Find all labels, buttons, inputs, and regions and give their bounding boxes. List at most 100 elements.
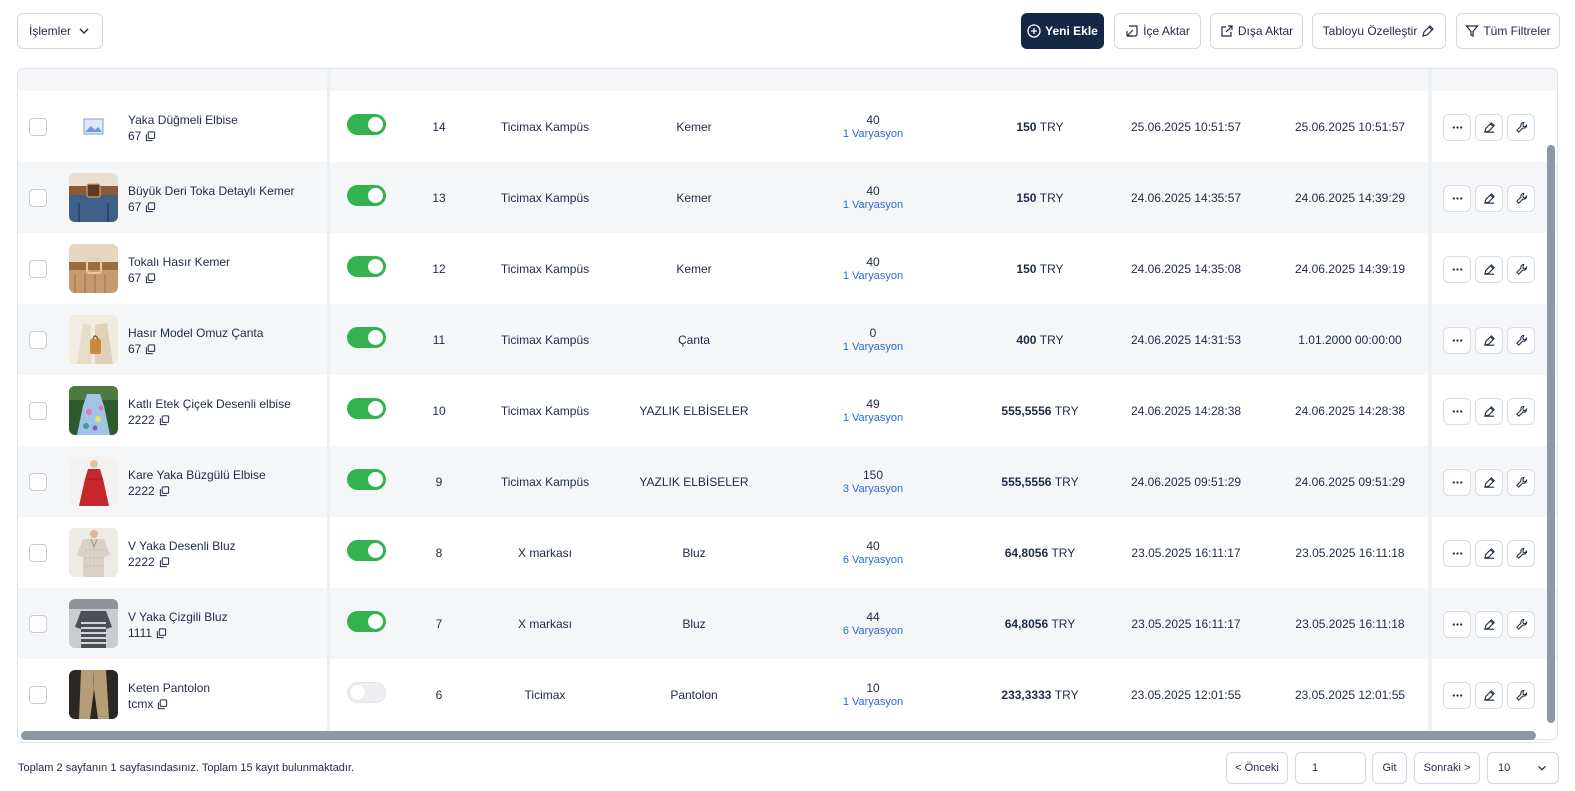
tools-button[interactable] <box>1507 682 1535 709</box>
row-checkbox[interactable] <box>29 331 47 349</box>
variant-link[interactable]: 1 Varyasyon <box>842 340 904 353</box>
row-checkbox[interactable] <box>29 118 47 136</box>
status-toggle[interactable] <box>347 398 386 419</box>
edit-button[interactable] <box>1475 682 1503 709</box>
more-options-button[interactable] <box>1443 469 1471 496</box>
stock-value: 0 <box>869 325 877 340</box>
page-number-input[interactable] <box>1295 752 1366 784</box>
copy-icon[interactable] <box>145 130 156 142</box>
tools-button[interactable] <box>1507 185 1535 212</box>
tools-button[interactable] <box>1507 540 1535 567</box>
previous-page-button[interactable]: < Önceki <box>1226 752 1288 784</box>
row-checkbox[interactable] <box>29 189 47 207</box>
more-options-button[interactable] <box>1443 256 1471 283</box>
tools-button[interactable] <box>1507 114 1535 141</box>
status-toggle[interactable] <box>347 327 386 348</box>
export-button[interactable]: Dışa Aktar <box>1210 13 1303 49</box>
edit-button[interactable] <box>1475 185 1503 212</box>
status-toggle[interactable] <box>347 540 386 561</box>
import-button[interactable]: İçe Aktar <box>1114 13 1201 49</box>
product-name[interactable]: Büyük Deri Toka Detaylı Kemer <box>128 184 295 198</box>
more-options-button[interactable] <box>1443 114 1471 141</box>
product-code: 2222 <box>128 484 170 498</box>
edit-button[interactable] <box>1475 469 1503 496</box>
page-size-select[interactable]: 10 <box>1487 752 1559 784</box>
stock-cell: 49 1 Varyasyon <box>803 375 943 446</box>
vertical-scrollbar[interactable] <box>1547 145 1555 723</box>
copy-icon[interactable] <box>159 485 170 497</box>
next-page-button[interactable]: Sonraki > <box>1414 752 1480 784</box>
tools-button[interactable] <box>1507 611 1535 638</box>
more-options-button[interactable] <box>1443 611 1471 638</box>
copy-icon[interactable] <box>145 343 156 355</box>
copy-icon[interactable] <box>159 556 170 568</box>
variant-link[interactable]: 6 Varyasyon <box>842 553 904 566</box>
category-cell: Bluz <box>682 616 706 631</box>
variant-link[interactable]: 1 Varyasyon <box>842 695 904 708</box>
edit-button[interactable] <box>1475 114 1503 141</box>
tools-button[interactable] <box>1507 327 1535 354</box>
product-name[interactable]: Keten Pantolon <box>128 681 211 695</box>
row-checkbox[interactable] <box>29 544 47 562</box>
updated-date-cell: 1.01.2000 00:00:00 <box>1298 332 1402 347</box>
product-name[interactable]: V Yaka Desenli Bluz <box>128 539 236 553</box>
product-name[interactable]: Katlı Etek Çiçek Desenli elbise <box>128 397 291 411</box>
actions-dropdown[interactable]: İşlemler <box>17 13 103 49</box>
more-options-button[interactable] <box>1443 185 1471 212</box>
row-checkbox[interactable] <box>29 615 47 633</box>
row-checkbox[interactable] <box>29 473 47 491</box>
product-code-value: 2222 <box>128 555 155 569</box>
product-name[interactable]: Yaka Düğmeli Elbise <box>128 113 238 127</box>
variant-link[interactable]: 3 Varyasyon <box>842 482 904 495</box>
status-toggle[interactable] <box>347 185 386 206</box>
edit-button[interactable] <box>1475 611 1503 638</box>
edit-button[interactable] <box>1475 327 1503 354</box>
variant-link[interactable]: 1 Varyasyon <box>842 198 904 211</box>
horizontal-scrollbar[interactable] <box>21 731 1536 740</box>
status-toggle[interactable] <box>347 114 386 135</box>
updated-date-cell: 23.05.2025 16:11:18 <box>1295 616 1405 631</box>
all-filters-button[interactable]: Tüm Filtreler <box>1456 13 1560 49</box>
edit-button[interactable] <box>1475 398 1503 425</box>
customize-table-button[interactable]: Tabloyu Özelleştir <box>1312 13 1446 49</box>
copy-icon[interactable] <box>156 627 167 639</box>
actions-label: İşlemler <box>29 24 72 38</box>
brand-cell: X markası <box>517 545 572 560</box>
variant-link[interactable]: 1 Varyasyon <box>842 411 904 424</box>
new-button[interactable]: Yeni Ekle <box>1021 13 1104 49</box>
product-name[interactable]: V Yaka Çizgili Bluz <box>128 610 228 624</box>
chevron-down-icon <box>1538 765 1546 771</box>
copy-icon[interactable] <box>145 272 156 284</box>
variant-link[interactable]: 1 Varyasyon <box>842 127 904 140</box>
row-checkbox[interactable] <box>29 260 47 278</box>
tools-button[interactable] <box>1507 469 1535 496</box>
row-checkbox[interactable] <box>29 402 47 420</box>
more-options-button[interactable] <box>1443 327 1471 354</box>
more-dots-icon <box>1451 121 1464 134</box>
status-toggle[interactable] <box>347 611 386 632</box>
more-options-button[interactable] <box>1443 682 1471 709</box>
go-button[interactable]: Git <box>1372 752 1407 784</box>
edit-button[interactable] <box>1475 540 1503 567</box>
product-name[interactable]: Hasır Model Omuz Çanta <box>128 326 264 340</box>
copy-icon[interactable] <box>157 698 168 710</box>
row-checkbox[interactable] <box>29 686 47 704</box>
price-cell: 150 TRY <box>960 162 1120 233</box>
status-toggle[interactable] <box>347 682 386 703</box>
variant-link[interactable]: 1 Varyasyon <box>842 269 904 282</box>
copy-icon[interactable] <box>145 201 156 213</box>
status-toggle[interactable] <box>347 256 386 277</box>
product-name[interactable]: Kare Yaka Büzgülü Elbise <box>128 468 266 482</box>
status-toggle[interactable] <box>347 469 386 490</box>
copy-icon[interactable] <box>159 414 170 426</box>
price-value: 64,8056 <box>1004 545 1049 560</box>
edit-button[interactable] <box>1475 256 1503 283</box>
product-name[interactable]: Tokalı Hasır Kemer <box>128 255 231 269</box>
tools-button[interactable] <box>1507 256 1535 283</box>
variant-link[interactable]: 6 Varyasyon <box>842 624 904 637</box>
product-code: 67 <box>128 271 156 285</box>
more-options-button[interactable] <box>1443 398 1471 425</box>
tools-button[interactable] <box>1507 398 1535 425</box>
more-options-button[interactable] <box>1443 540 1471 567</box>
product-id: 10 <box>432 403 446 418</box>
